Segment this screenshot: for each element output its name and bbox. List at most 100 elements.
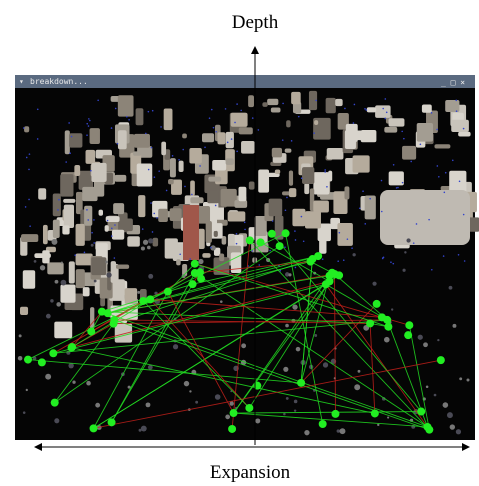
tracked-point [145,133,147,135]
scene-blob [90,307,94,329]
feature-point [437,356,445,364]
feature-point [282,229,290,237]
tracked-point [402,182,404,184]
scene-blob [164,108,173,130]
tracked-point [65,161,67,163]
tracked-point [236,243,238,245]
tracked-point [90,170,92,172]
scene-point [304,430,309,435]
scene-point [45,374,51,380]
tracked-point [294,230,296,232]
tracked-point [128,119,130,121]
scene-point [402,269,405,272]
tracked-point [23,127,25,129]
scene-point [466,379,469,382]
tracked-point [298,116,300,118]
scene-point [447,412,453,418]
tracked-point [258,129,260,131]
scene-blob [158,209,168,222]
scene-point [106,272,111,277]
scene-blob [60,174,73,196]
tracked-point [444,192,446,194]
scene-blob [219,254,224,262]
scene-point [391,308,393,310]
scene-blob [189,148,202,164]
scene-point [146,402,151,407]
tracked-point [152,110,154,112]
scene-point [147,246,151,250]
tracked-point [390,261,392,263]
tracked-point [150,202,152,204]
scene-blob [168,179,174,184]
scene-point [285,324,289,328]
scene-blob [161,142,166,156]
scene-blob [304,183,309,194]
tracked-point [117,143,119,145]
scene-point [426,385,429,388]
feature-point [297,379,305,387]
scene-blob [361,130,377,142]
scene-blob [42,250,49,263]
scene-blob [262,102,267,107]
feature-point [373,300,381,308]
tracked-point [160,126,162,128]
scene-blob [112,230,124,240]
tracked-point [455,100,457,102]
scene-blob [20,307,28,315]
scene-blob [62,225,69,234]
feature-point [110,316,118,324]
scene-point [352,253,355,256]
scene-blob [111,261,116,283]
tracked-point [428,219,430,221]
car [380,190,470,245]
scene-blob [267,99,278,105]
scene-point [19,334,22,337]
feature-point [146,295,154,303]
tracked-point [28,199,30,201]
scene-blob [190,197,203,203]
tracked-point [240,110,242,112]
tracked-point [57,209,59,211]
tracked-point [386,112,388,114]
feature-point [325,272,333,280]
scene-blob [198,229,205,249]
tracked-point [91,232,93,234]
tracked-point [142,228,144,230]
tracked-point [291,140,293,142]
scene-point [51,239,57,245]
scene-blob [76,269,85,288]
tracked-point [213,127,215,129]
scene-blob [207,191,219,204]
feature-point [196,268,204,276]
scene-point [294,400,298,404]
tracked-point [152,231,154,233]
scene-point [141,246,145,250]
tracked-point [172,155,174,157]
feature-point [314,252,322,260]
tracked-point [458,254,460,256]
tracked-point [364,223,366,225]
scene-point [148,274,153,279]
depth-label: Depth [232,12,279,33]
scene-point [54,418,59,423]
feature-point [49,349,57,357]
scene-blob [367,107,377,112]
scene-point [56,302,61,307]
scene-blob [327,148,344,159]
tracked-point [301,177,303,179]
scene-blob [345,130,356,149]
scene-blob [417,123,433,142]
scene-point [189,390,191,392]
scene-blob [271,108,281,113]
tracked-point [236,233,238,235]
scene-blob [91,257,106,275]
tracked-point [313,132,315,134]
feature-point [230,409,238,417]
scene-blob [165,238,178,258]
scene-blob [69,261,75,283]
tracked-point [215,205,217,207]
scene-point [184,381,189,386]
tracked-point [156,217,158,219]
scene-point [50,299,53,302]
scene-blob [402,146,416,160]
